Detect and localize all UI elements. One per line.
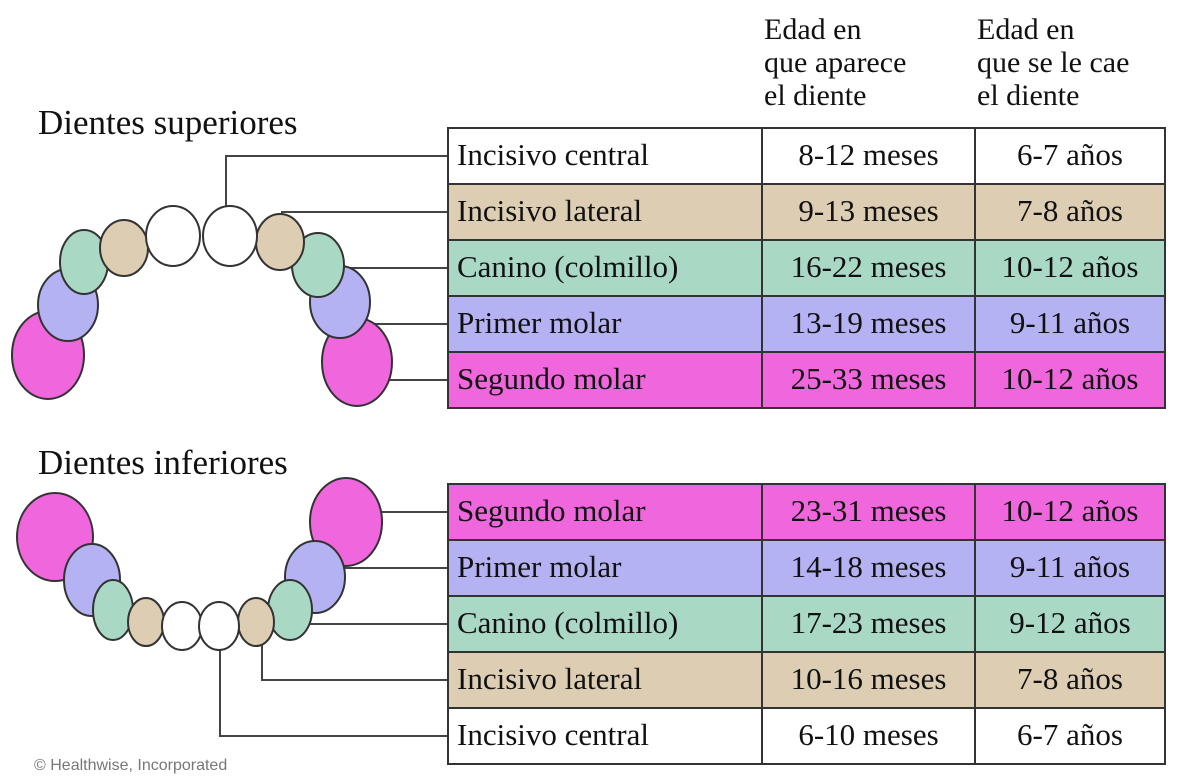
cell-text: Primer molar [457, 305, 622, 340]
table-cell [761, 595, 976, 653]
cell-text: Incisivo lateral [457, 193, 642, 228]
table-cell [974, 295, 1166, 353]
cell-text: 10-12 años [1002, 361, 1139, 396]
cell-text: Segundo molar [457, 493, 646, 528]
section-title: Dientes superiores [38, 103, 298, 142]
table-cell [974, 183, 1166, 241]
column-header: que se le cae [977, 46, 1129, 79]
table-cell [974, 127, 1166, 185]
table-cell [974, 239, 1166, 297]
column-header: el diente [764, 79, 866, 112]
upper-teeth [11, 155, 448, 407]
table-cell [761, 183, 976, 241]
table-cell [761, 707, 976, 765]
cell-text: Canino (colmillo) [457, 249, 678, 284]
cell-text: 7-8 años [1017, 193, 1123, 228]
column-header: que aparece [764, 46, 906, 79]
column-header: Edad en [764, 13, 861, 46]
cell-text: 7-8 años [1017, 661, 1123, 696]
table-cell [447, 539, 763, 597]
cell-text: Incisivo central [457, 137, 649, 172]
cell-text: 6-7 años [1017, 137, 1123, 172]
cell-text: Primer molar [457, 549, 622, 584]
cell-text: 8-12 meses [798, 137, 938, 172]
table-cell [974, 539, 1166, 597]
cell-text: Incisivo central [457, 717, 649, 752]
column-header: Edad en [977, 13, 1074, 46]
cell-text: 6-10 meses [798, 717, 938, 752]
cell-text: 9-12 años [1009, 605, 1130, 640]
table-cell [974, 707, 1166, 765]
cell-text: Segundo molar [457, 361, 646, 396]
table-cell [447, 183, 763, 241]
cell-text: 9-13 meses [798, 193, 938, 228]
cell-text: 10-12 años [1002, 493, 1139, 528]
cell-text: 17-23 meses [791, 605, 947, 640]
cell-text: Canino (colmillo) [457, 605, 678, 640]
table-cell [447, 707, 763, 765]
cell-text: 23-31 meses [791, 493, 947, 528]
column-header: el diente [977, 79, 1079, 112]
cell-text: 9-11 años [1010, 549, 1130, 584]
section-title: Dientes inferiores [38, 443, 288, 482]
table-cell [974, 483, 1166, 541]
lower-teeth [16, 477, 448, 737]
cell-text: 6-7 años [1017, 717, 1123, 752]
credit: © Healthwise, Incorporated [34, 757, 227, 774]
cell-text: Incisivo lateral [457, 661, 642, 696]
cell-text: 14-18 meses [791, 549, 947, 584]
cell-text: 13-19 meses [791, 305, 947, 340]
cell-text: 10-12 años [1002, 249, 1139, 284]
table-cell [761, 539, 976, 597]
cell-text: 9-11 años [1010, 305, 1130, 340]
table-cell [447, 351, 763, 409]
cell-text: 10-16 meses [791, 661, 947, 696]
table-cell [761, 351, 976, 409]
table-cell [974, 351, 1166, 409]
cell-text: 25-33 meses [791, 361, 947, 396]
cell-text: 16-22 meses [791, 249, 947, 284]
table-cell [447, 651, 763, 709]
table-cell [761, 239, 976, 297]
table-cell [447, 595, 763, 653]
table-cell [447, 483, 763, 541]
table-cell [974, 651, 1166, 709]
